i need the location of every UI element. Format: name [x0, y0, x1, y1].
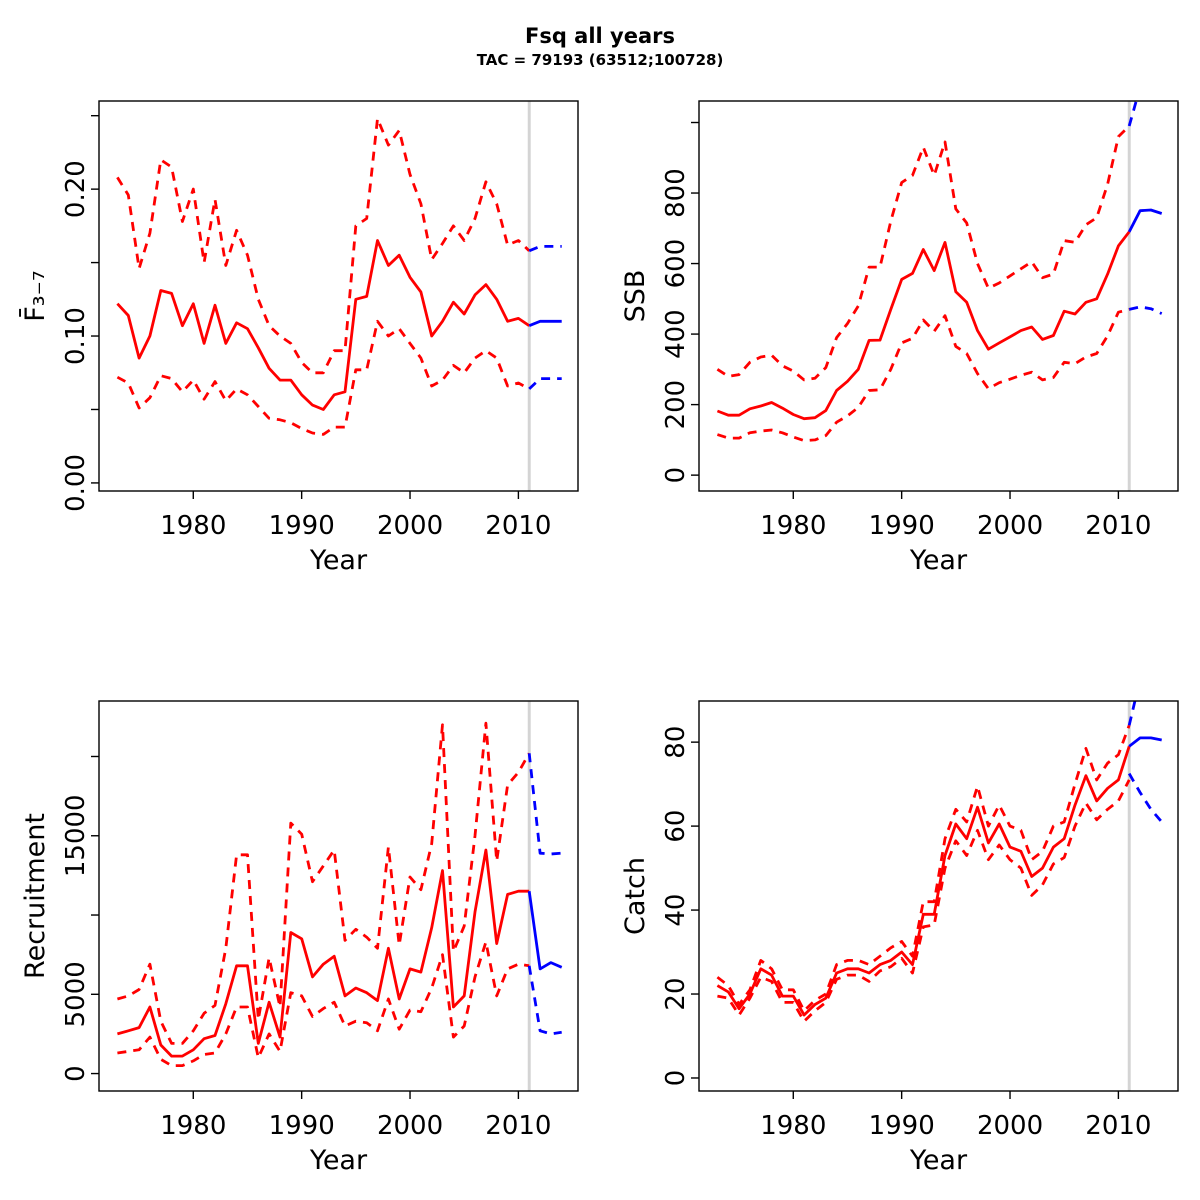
- recruitment-median-line: [117, 848, 530, 1058]
- ssb-forecast-upper-ci-line: [1127, 101, 1138, 127]
- fbar-forecast-lower-ci-line: [528, 377, 562, 390]
- catch-xaxis-label: Year: [909, 1145, 968, 1176]
- catch-ytick-label: 20: [661, 977, 691, 1010]
- fbar-ytick-label: 0.20: [61, 160, 91, 218]
- fbar-xtick-label: 1990: [269, 511, 335, 541]
- catch-lower-ci-line: [717, 779, 1131, 1023]
- panel-fbar: 1980 1990 2000 2010 0.00 0.10 0.20 Year F̄₃₋₇: [0, 0, 600, 600]
- figure-title: Fsq all years: [524, 24, 676, 48]
- panel-catch: 1980 1990 2000 2010 0 20 40 60 80 Year Catch: [600, 600, 1200, 1200]
- catch-xtick-label: 2000: [977, 1111, 1043, 1141]
- ssb-ytick-label: 400: [661, 309, 691, 359]
- ssb-xtick-label: 2010: [1085, 511, 1151, 541]
- catch-yaxis-label: Catch: [620, 857, 651, 935]
- recruitment-xtick-label: 1980: [160, 1111, 226, 1141]
- recruitment-yaxis-label: Recruitment: [20, 813, 51, 979]
- fbar-ytick-label: 0.10: [61, 307, 91, 365]
- ssb-xtick-label: 2000: [977, 511, 1043, 541]
- recruitment-ytick-label: 5000: [61, 961, 91, 1027]
- fbar-lower-ci-line: [116, 319, 530, 436]
- recruitment-upper-ci-line: [117, 721, 531, 1045]
- ssb-upper-ci-line: [716, 125, 1131, 382]
- fbar-forecast-upper-ci-line: [528, 245, 562, 253]
- ssb-median-line: [716, 230, 1131, 421]
- fbar-upper-ci-line: [116, 117, 531, 375]
- fbar-median-line: [116, 239, 530, 411]
- catch-xtick-label: 1980: [760, 1111, 826, 1141]
- catch-chart: 1980 1990 2000 2010 0 20 40 60 80 Year Catch: [620, 700, 1179, 1176]
- recruitment-forecast-lower-ci-line: [527, 965, 562, 1036]
- fbar-ytick-label: 0.00: [61, 454, 91, 512]
- fbar-chart: 1980 1990 2000 2010 0.00 0.10 0.20 Year F̄₃₋₇: [19, 100, 579, 576]
- catch-ytick-label: 80: [661, 726, 691, 759]
- recruitment-ytick-label: 0: [61, 1065, 91, 1082]
- recruitment-xtick-label: 2000: [377, 1111, 443, 1141]
- ssb-lower-ci-line: [716, 308, 1130, 442]
- fbar-forecast-median-line: [528, 319, 562, 327]
- recruitment-forecast-median-line: [527, 891, 563, 971]
- catch-ytick-label: 0: [661, 1070, 691, 1087]
- catch-forecast-median-line: [1128, 736, 1162, 748]
- ssb-ytick-label: 0: [661, 467, 691, 484]
- recruitment-chart: 1980 1990 2000 2010 0 5000 15000 Year Recruitmen…: [20, 700, 579, 1176]
- catch-ytick-label: 60: [661, 810, 691, 843]
- catch-xtick-label: 1990: [869, 1111, 935, 1141]
- figure-subtitle: TAC = 79193 (63512;100728): [476, 51, 724, 69]
- catch-plot-box: [698, 700, 1179, 1092]
- fbar-yaxis-label: F̄₃₋₇: [19, 270, 51, 321]
- ssb-forecast-median-line: [1127, 208, 1163, 233]
- catch-forecast-lower-ci-line: [1127, 772, 1163, 823]
- fbar-xtick-label: 1980: [160, 511, 226, 541]
- recruitment-xtick-label: 1990: [269, 1111, 335, 1141]
- catch-ytick-label: 40: [661, 894, 691, 927]
- recruitment-xaxis-label: Year: [309, 1145, 368, 1176]
- ssb-chart: 1980 1990 2000 2010 0 200 400 600 800 Year SSB: [620, 100, 1179, 576]
- ssb-ytick-label: 600: [661, 239, 691, 289]
- recruitment-lower-ci-line: [117, 940, 530, 1067]
- recruitment-forecast-upper-ci-line: [527, 753, 562, 856]
- panel-recruitment: 1980 1990 2000 2010 0 5000 15000 Year Recruitmen…: [0, 600, 600, 1200]
- figure-header: Fsq all years TAC = 79193 (63512;100728): [0, 0, 1200, 69]
- recruitment-plot-box: [98, 700, 579, 1092]
- ssb-ytick-label: 200: [661, 380, 691, 430]
- fbar-plot-box: [98, 100, 579, 492]
- catch-median-line: [716, 745, 1131, 1017]
- fbar-xtick-label: 2010: [485, 511, 551, 541]
- ssb-xaxis-label: Year: [909, 545, 968, 576]
- fbar-xaxis-label: Year: [309, 545, 368, 576]
- ssb-ytick-label: 800: [661, 168, 691, 218]
- catch-upper-ci-line: [716, 724, 1131, 1013]
- fbar-xtick-label: 2000: [377, 511, 443, 541]
- ssb-forecast-lower-ci-line: [1128, 305, 1163, 315]
- catch-forecast-upper-ci-line: [1127, 701, 1137, 726]
- ssb-xtick-label: 1990: [869, 511, 935, 541]
- panel-ssb: 1980 1990 2000 2010 0 200 400 600 800 Year SSB: [600, 0, 1200, 600]
- ssb-plot-box: [698, 100, 1179, 492]
- ssb-xtick-label: 1980: [760, 511, 826, 541]
- recruitment-ytick-label: 15000: [61, 794, 91, 877]
- recruitment-xtick-label: 2010: [485, 1111, 551, 1141]
- ssb-yaxis-label: SSB: [620, 270, 651, 323]
- catch-xtick-label: 2010: [1085, 1111, 1151, 1141]
